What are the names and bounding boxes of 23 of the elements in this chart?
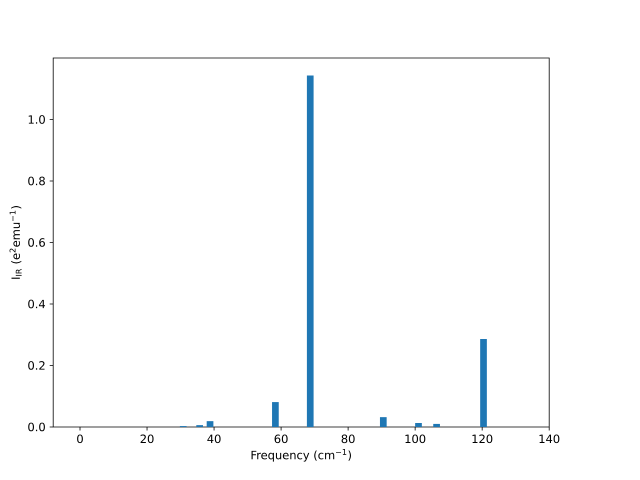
y-axis-title: I$_{IR}$ (e$^{2}$emu$^{−1}$) [10, 206, 22, 279]
y-tick-label: 0.8 [28, 176, 45, 186]
x-tick-label: 80 [342, 434, 355, 444]
x-axis-title: Frequency (cm$^{−1}$) [252, 449, 351, 462]
y-tick-label: 0.0 [28, 422, 45, 432]
y-tick-label: 0.2 [28, 361, 45, 370]
bar [380, 417, 387, 427]
x-tick-label: 100 [405, 434, 426, 444]
y-tick-label: 0.6 [28, 238, 45, 247]
bar [206, 421, 214, 427]
bar [480, 339, 487, 427]
x-tick-label: 60 [274, 434, 288, 444]
x-tick-label: 120 [472, 434, 492, 444]
x-tick-label: 20 [140, 434, 154, 444]
y-tick-label: 1.0 [28, 115, 45, 124]
x-tick-label: 0 [77, 434, 83, 444]
x-tick-label: 140 [540, 434, 560, 444]
bar [433, 424, 440, 427]
bar [306, 76, 314, 427]
x-tick-label: 40 [207, 434, 221, 444]
bar [415, 422, 422, 427]
y-tick-label: 0.4 [28, 300, 46, 308]
bar [272, 402, 279, 427]
